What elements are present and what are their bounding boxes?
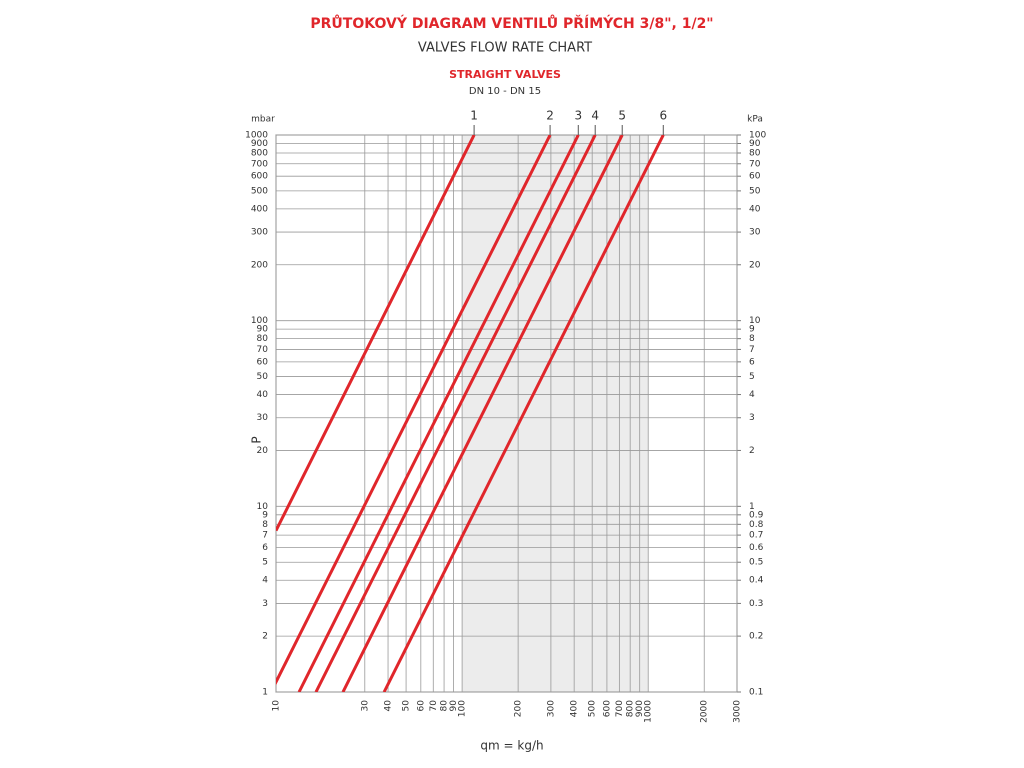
x-tick-label: 800 — [626, 700, 636, 717]
y-tick-label: 800 — [251, 148, 268, 158]
y-tick-label: 30 — [257, 413, 269, 423]
y2-tick-label: 90 — [749, 139, 761, 149]
y2-unit: kPa — [747, 115, 763, 125]
y-tick-label: 50 — [257, 372, 269, 382]
y-tick-label: 200 — [251, 260, 268, 270]
x-tick-label: 40 — [384, 700, 394, 712]
x-tick-label: 1000 — [644, 700, 654, 723]
y2-tick-label: 20 — [749, 260, 761, 270]
y-tick-label: 500 — [251, 186, 268, 196]
y-tick-label: 1000 — [245, 131, 268, 141]
y-tick-label: 80 — [257, 334, 269, 344]
series-line — [276, 135, 552, 686]
section-title: STRAIGHT VALVES — [449, 68, 561, 81]
y-tick-label: 40 — [257, 390, 269, 400]
y2-tick-label: 0.2 — [749, 632, 763, 642]
y-tick-label: 1 — [262, 688, 268, 698]
x-tick-label: 2000 — [700, 700, 710, 723]
y2-tick-label: 8 — [749, 334, 755, 344]
series-label: 1 — [470, 109, 478, 123]
series-label: 3 — [574, 109, 582, 123]
y-axis-label: P — [250, 436, 264, 443]
x-tick-label: 400 — [570, 700, 580, 717]
y2-tick-label: 0.7 — [749, 531, 763, 541]
y2-tick-label: 4 — [749, 390, 755, 400]
y2-tick-label: 0.1 — [749, 688, 763, 698]
y-tick-label: 90 — [257, 325, 269, 335]
y2-tick-label: 70 — [749, 159, 761, 169]
y-tick-label: 100 — [251, 316, 268, 326]
x-tick-label: 90 — [449, 700, 459, 712]
y2-tick-label: 0.6 — [749, 543, 764, 553]
x-tick-label: 10 — [272, 700, 282, 712]
y-tick-label: 10 — [257, 502, 269, 512]
y-tick-label: 400 — [251, 204, 268, 214]
series-line — [382, 135, 665, 692]
series-line — [341, 135, 624, 692]
series-label: 2 — [546, 109, 554, 123]
y-tick-label: 3 — [262, 599, 268, 609]
series-label: 4 — [591, 109, 599, 123]
x-tick-label: 600 — [602, 700, 612, 717]
y2-tick-label: 6 — [749, 357, 755, 367]
series-line — [297, 135, 580, 692]
y-tick-label: 300 — [251, 228, 268, 238]
x-tick-label: 80 — [440, 700, 450, 712]
y2-tick-label: 0.5 — [749, 558, 763, 568]
y-tick-label: 20 — [257, 446, 269, 456]
section-subtitle: DN 10 - DN 15 — [469, 86, 541, 97]
y2-tick-label: 5 — [749, 372, 755, 382]
x-tick-label: 100 — [458, 700, 468, 717]
series-label: 5 — [618, 109, 626, 123]
y2-tick-label: 60 — [749, 172, 761, 182]
y2-tick-label: 0.3 — [749, 599, 763, 609]
y2-tick-label: 100 — [749, 131, 766, 141]
y2-tick-label: 9 — [749, 325, 755, 335]
y2-tick-label: 0.9 — [749, 510, 764, 520]
y-tick-label: 4 — [262, 576, 268, 586]
y2-tick-label: 0.4 — [749, 576, 764, 586]
y-tick-label: 9 — [262, 510, 268, 520]
x-tick-label: 200 — [514, 700, 524, 717]
x-tick-label: 30 — [360, 700, 370, 712]
y2-tick-label: 50 — [749, 186, 761, 196]
y-tick-label: 2 — [262, 632, 268, 642]
y-tick-label: 60 — [257, 357, 269, 367]
y2-tick-label: 0.8 — [749, 520, 764, 530]
series-line — [314, 135, 597, 692]
y2-tick-label: 10 — [749, 316, 761, 326]
x-tick-label: 3000 — [733, 700, 743, 723]
y-tick-label: 8 — [262, 520, 268, 530]
y2-tick-label: 30 — [749, 228, 761, 238]
x-tick-label: 300 — [546, 700, 556, 717]
y2-tick-label: 3 — [749, 413, 755, 423]
x-tick-label: 50 — [402, 700, 412, 712]
y2-tick-label: 80 — [749, 148, 761, 158]
chart-subtitle: VALVES FLOW RATE CHART — [418, 41, 592, 56]
chart-title: PRŮTOKOVÝ DIAGRAM VENTILŮ PŘÍMÝCH 3/8", … — [310, 14, 713, 32]
y-tick-label: 5 — [262, 558, 268, 568]
x-tick-label: 60 — [416, 700, 426, 712]
y2-tick-label: 1 — [749, 502, 755, 512]
x-tick-label: 500 — [588, 700, 598, 717]
y-tick-label: 7 — [262, 531, 268, 541]
y-tick-label: 600 — [251, 172, 268, 182]
series-label: 6 — [659, 109, 667, 123]
y2-tick-label: 7 — [749, 345, 755, 355]
y2-tick-label: 40 — [749, 204, 761, 214]
x-tick-label: 900 — [635, 700, 645, 717]
x-tick-label: 700 — [615, 700, 625, 717]
x-axis-label: qm = kg/h — [480, 739, 543, 753]
y-tick-label: 900 — [251, 139, 268, 149]
y-tick-label: 70 — [257, 345, 269, 355]
y-unit: mbar — [251, 115, 275, 125]
x-tick-label: 70 — [429, 700, 439, 712]
series-line — [276, 135, 476, 532]
y2-tick-label: 2 — [749, 446, 755, 456]
y-tick-label: 700 — [251, 159, 268, 169]
y-tick-label: 6 — [262, 543, 268, 553]
